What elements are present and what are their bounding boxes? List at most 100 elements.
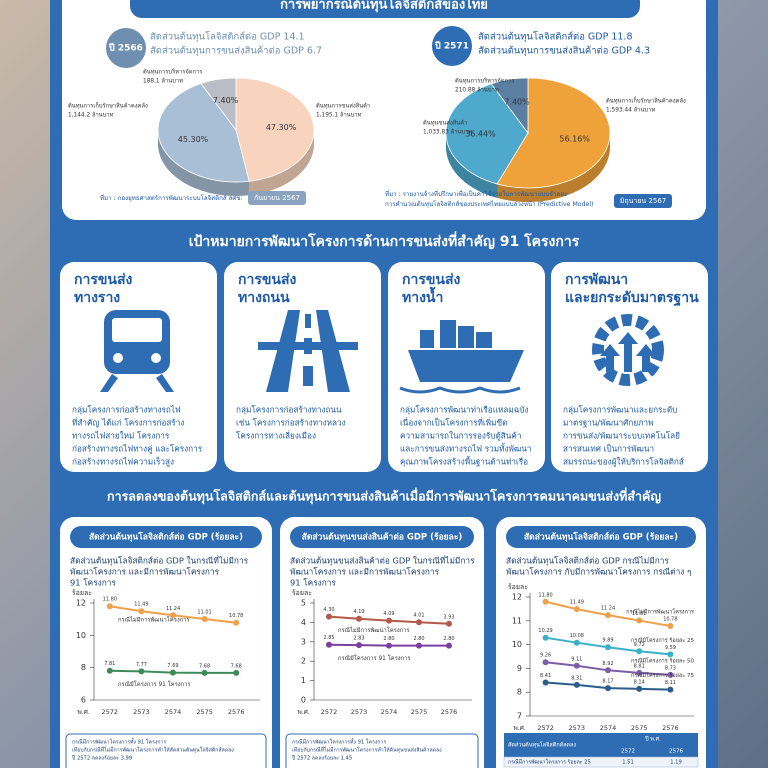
- table-cell: 1.51: [622, 760, 634, 766]
- x-tick-label: 2575: [196, 708, 213, 716]
- series-point: [636, 617, 643, 624]
- slice-label: 56.16%: [559, 135, 590, 144]
- date: มิถุนายน 2567: [620, 197, 667, 205]
- category-amount: 1,144.2 ล้านบาท: [68, 112, 114, 119]
- series-point: [138, 668, 145, 675]
- pie-slice: [445, 83, 529, 185]
- series-point: [201, 669, 208, 676]
- series-point: [636, 685, 643, 692]
- y-tick-label: 12: [76, 599, 86, 608]
- date-badge: [614, 194, 672, 208]
- series-point: [170, 669, 176, 676]
- value-label: 2.80: [413, 636, 424, 642]
- pie-slice: [496, 77, 611, 189]
- series-point: [326, 613, 332, 620]
- series-point: [542, 679, 549, 686]
- y-axis-label: ร้อยละ: [72, 589, 92, 597]
- value-label: 4.09: [383, 611, 394, 617]
- project-description: มาตรฐาน/พัฒนาศักยภาพ: [563, 418, 654, 428]
- note-box: [285, 733, 479, 768]
- project-description: กลุ่มโครงการก่อสร้างทางถนน: [236, 405, 342, 415]
- train-icon: [100, 310, 174, 392]
- project-description: เนื่องจากเป็นโครงการที่เพิ่มขีด: [400, 417, 507, 428]
- y-tick-label: 0: [301, 696, 306, 705]
- x-tick-label: 2574: [165, 708, 182, 716]
- project-description: กลุ่มโครงการก่อสร้างทางรถไฟ: [72, 405, 181, 415]
- category-amount: 188.1 ล้านบาท: [143, 78, 183, 85]
- chart-subtitle: 91 โครงการ: [290, 578, 336, 588]
- series-point: [170, 612, 176, 619]
- y-tick-label: 7: [517, 712, 522, 721]
- slice-label: 45.30%: [178, 135, 209, 144]
- project-title: การขนส่ง: [74, 272, 133, 288]
- x-tick-label: 2573: [569, 724, 586, 732]
- value-label: 2.85: [323, 635, 334, 641]
- value-label: 11.24: [601, 606, 615, 612]
- chart-title: สัดส่วนต้นทุนโลจิสติกส์ต่อ GDP (ร้อยละ): [89, 532, 243, 543]
- y-tick-label: 8: [81, 663, 86, 672]
- road-icon: [258, 310, 358, 392]
- chart-subtitle: พัฒนาโครงการ และมีการพัฒนาโครงการ: [290, 567, 440, 577]
- value-label: 9.26: [540, 653, 551, 659]
- category-label: ต้นทุนการบริหารจัดการ: [143, 68, 202, 76]
- legend-label: กรณีไม่มีการพัฒนาโครงการ: [626, 608, 694, 616]
- legend-label: กรณีมีโครงการ 91 โครงการ: [338, 654, 411, 662]
- series-point: [605, 612, 611, 619]
- pie-slice: [157, 83, 250, 183]
- x-tick-label: 2572: [537, 724, 554, 732]
- chart-subtitle: สัดส่วนต้นทุนขนส่งสินค้าต่อ GDP ในกรณีที…: [290, 555, 475, 567]
- series-point: [446, 642, 452, 649]
- table-cell: 1.19: [670, 760, 682, 766]
- value-label: 7.81: [104, 661, 115, 667]
- legend-label: กรณีมีโครงการ 91 โครงการ: [118, 680, 191, 688]
- legend-label: กรณีไม่มีการพัฒนาโครงการ: [338, 626, 410, 634]
- value-label: 8.41: [540, 673, 551, 679]
- series-point: [573, 662, 580, 669]
- y-axis-label: ร้อยละ: [508, 583, 528, 591]
- chart-header: [290, 526, 474, 548]
- y-tick-label: 8: [517, 688, 522, 697]
- chart-card: [496, 517, 706, 768]
- table-column: 2572: [621, 749, 635, 755]
- project-description: ก่อสร้างทางรถไฟความเร็วสูง: [72, 457, 174, 468]
- y-tick-label: 2: [301, 657, 306, 666]
- series-point: [573, 639, 580, 646]
- x-tick-label: 2575: [631, 724, 648, 732]
- series-point: [446, 620, 452, 627]
- category-label: ต้นทุนการขนส่งสินค้า: [316, 103, 370, 110]
- series-point: [573, 606, 580, 613]
- chart-subtitle: 91 โครงการ: [70, 578, 116, 588]
- date-badge: [248, 191, 306, 205]
- project-title: ทางถนน: [238, 290, 290, 306]
- y-tick-label: 10: [76, 631, 86, 640]
- icons: [100, 310, 664, 394]
- value-label: 8.92: [602, 661, 613, 667]
- series-point: [233, 619, 240, 626]
- x-tick-label: 2575: [411, 708, 428, 716]
- series-point: [667, 686, 674, 693]
- table-cell: กรณีมีการพัฒนาโครงการ ร้อยละ 25: [508, 759, 591, 766]
- x-tick-label: 2572: [102, 708, 119, 716]
- category-label: ต้นทุนการบริหารจัดการ: [455, 77, 514, 85]
- note: กรณีมีการพัฒนาโครงการทั้ง 91 โครงการ: [72, 738, 166, 746]
- slice-label: 7.40%: [504, 97, 530, 106]
- year-badge: [106, 28, 146, 68]
- value-label: 2.80: [443, 636, 454, 642]
- series-point: [667, 623, 674, 630]
- forecast-title: การพยากรณ์ต้นทุนโลจิสติกส์ของไทย: [280, 0, 488, 13]
- series-point: [106, 667, 113, 674]
- project-description: และการขนส่งทางรถไฟ รวมทั้งพัฒนา: [400, 443, 531, 454]
- series-point: [106, 603, 113, 610]
- slice-label: 7.40%: [213, 96, 239, 105]
- project-description: กลุ่มโครงการพัฒนาและยกระดับ: [563, 405, 677, 415]
- value-label: 4.30: [323, 607, 334, 613]
- value-label: 2.83: [353, 636, 364, 642]
- table-header-label: สัดส่วนต้นทุนโลจิสติกส์ลดลง: [508, 741, 576, 749]
- chart-header: [70, 526, 262, 548]
- category-label: ต้นทุนการเก็บรักษาสินค้าคงคลัง: [606, 96, 686, 105]
- y-tick-label: 5: [301, 599, 306, 608]
- series-point: [326, 641, 332, 648]
- project-description: คุณภาพโครงสร้างพื้นฐานด้านท่าเรือ: [400, 456, 528, 467]
- project-description: สมรรถนะของผู้ให้บริการโลจิสติกส์: [563, 457, 684, 468]
- note: ปี 2572 ลดลงร้อยละ 3.99: [72, 755, 132, 762]
